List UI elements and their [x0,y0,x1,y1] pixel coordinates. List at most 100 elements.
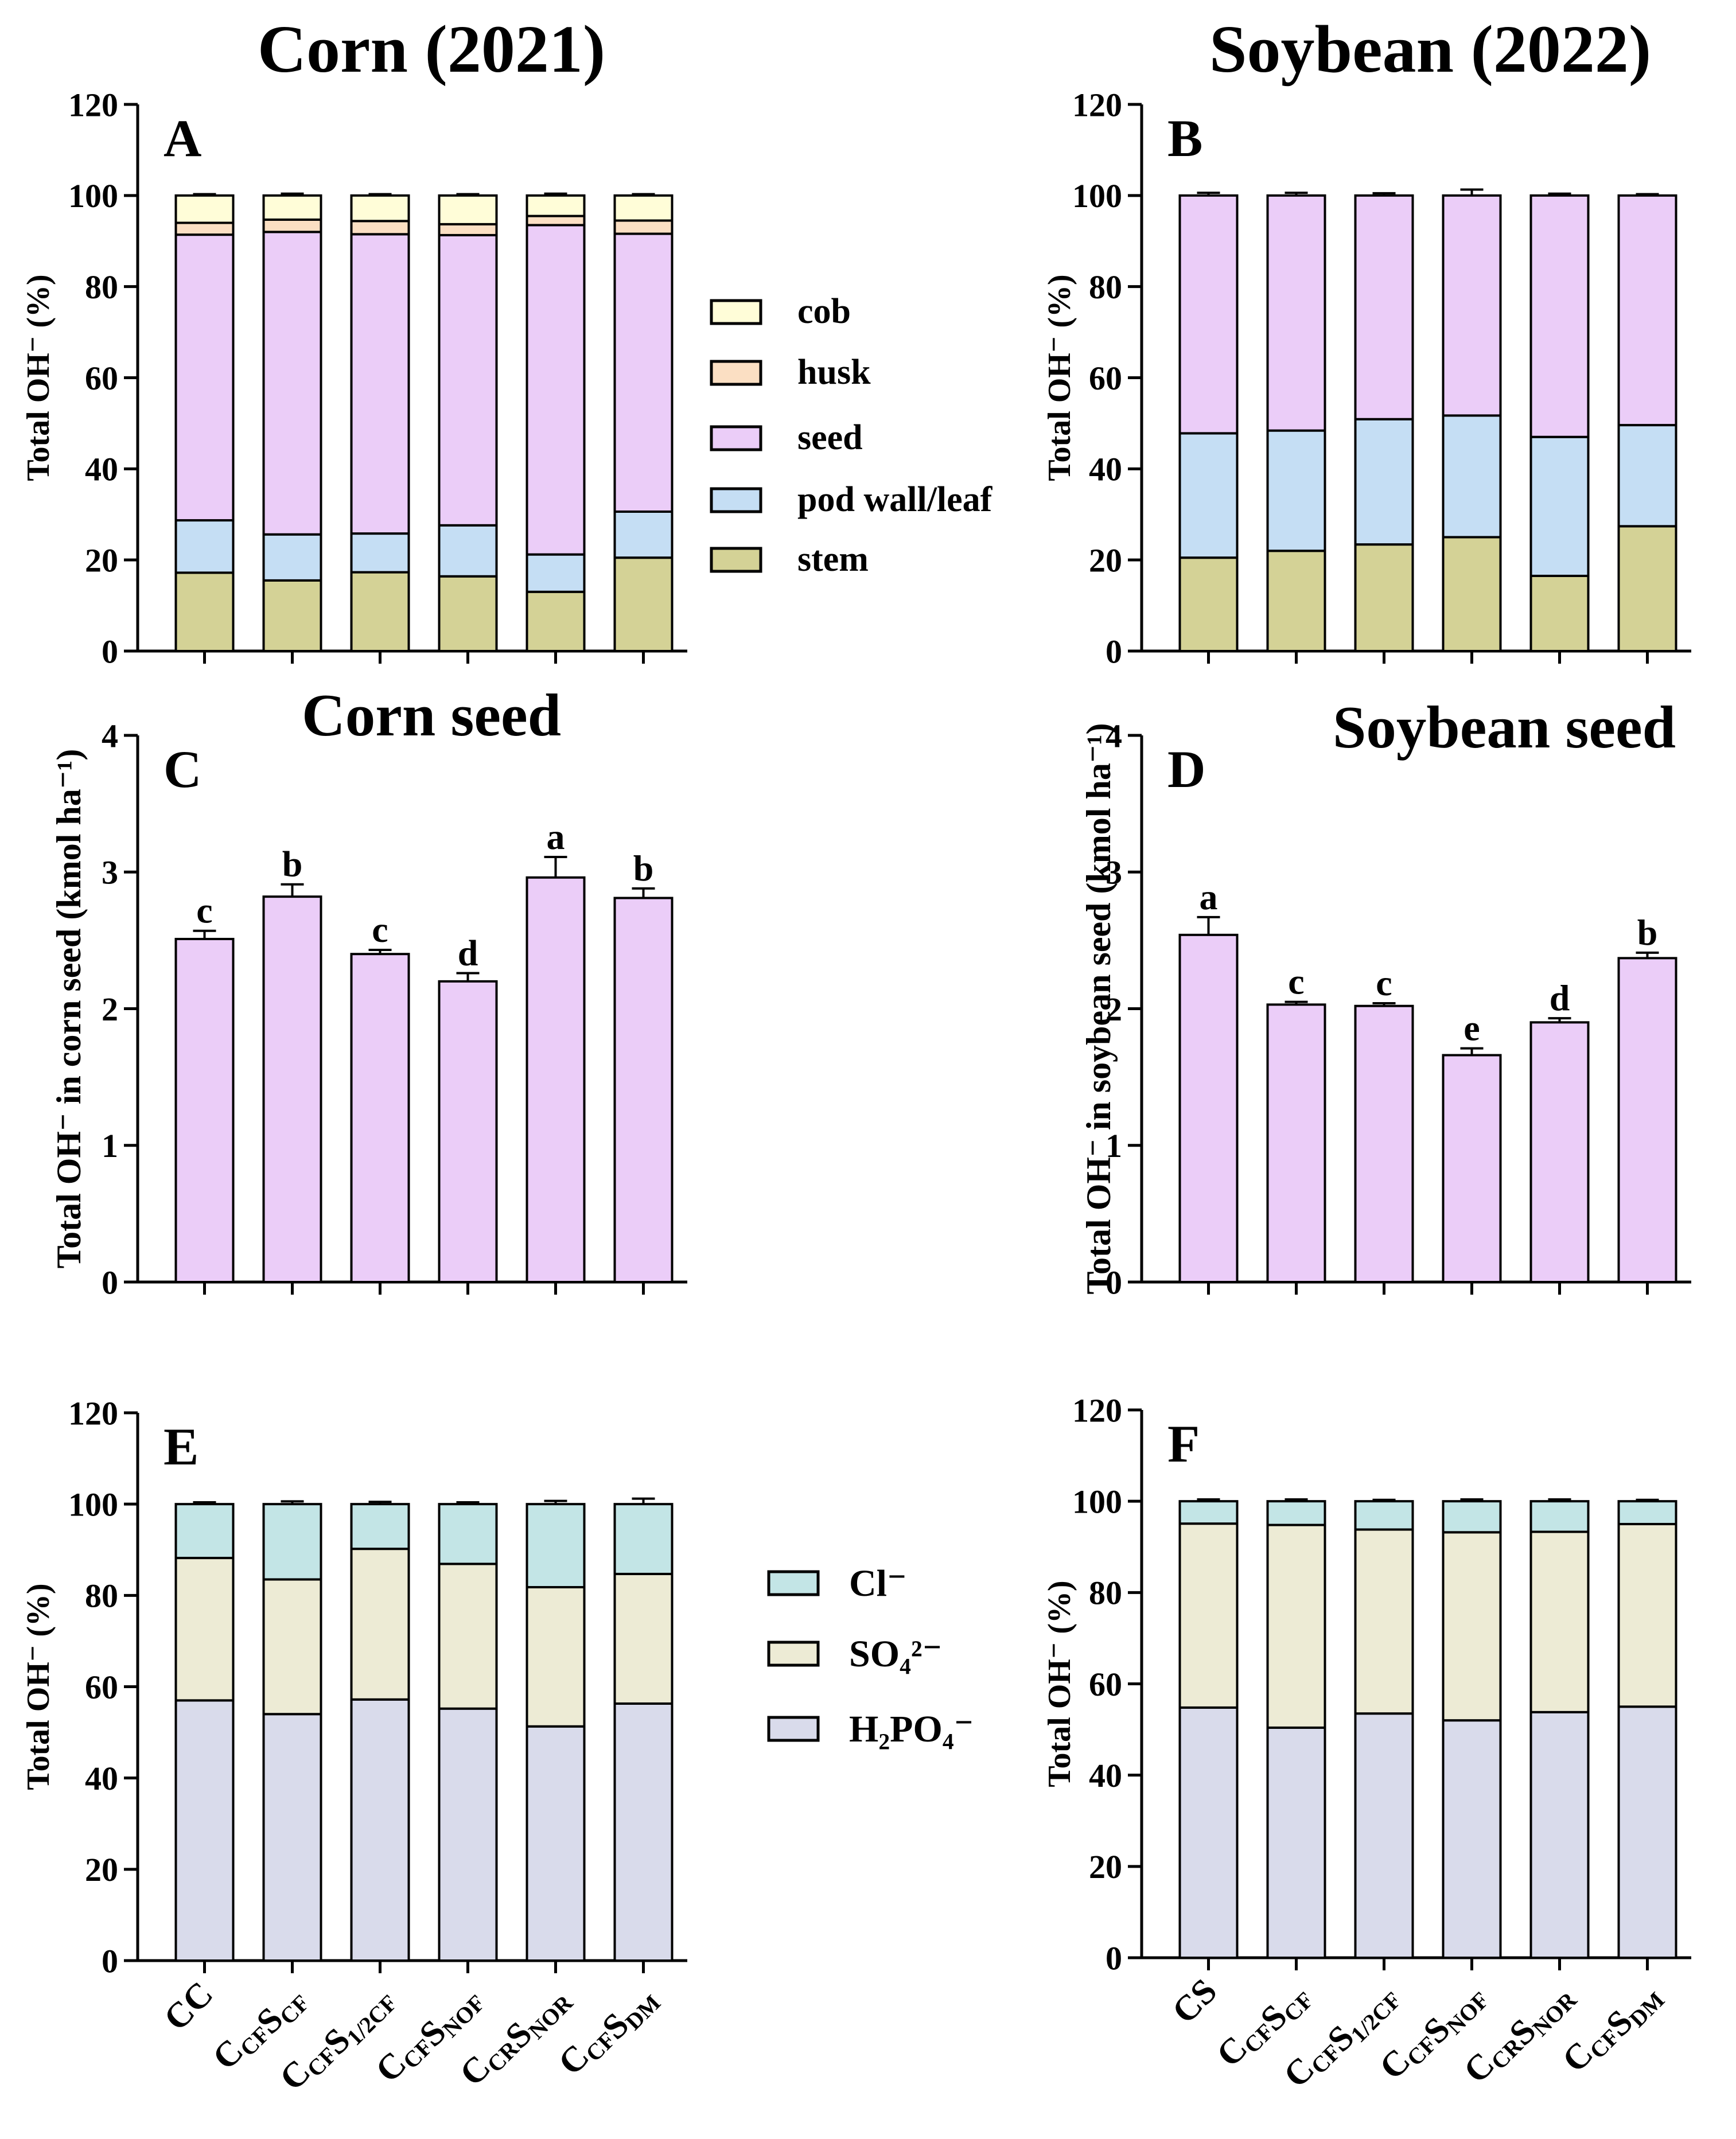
bar-segment-husk-c-cf-s-nof [438,223,498,236]
bar-segment-husk-c-cf-s-1-2cf [350,220,410,236]
bar-segment-stem-c-cf-s-dm [613,556,674,653]
bar-segment-h-po-c-cf-s-nof [1442,1719,1502,1959]
y-tick-label-2: 2 [1106,991,1122,1028]
bar-segment-pod-wall-leaf-c-cf-s-dm [1617,424,1677,528]
legend-swatch-husk [710,360,762,386]
bar-segment-pod-wall-leaf-c-cf-s-nof [438,524,498,578]
panel-letter-b: B [1167,109,1202,167]
y-tick-label-80: 80 [85,1577,118,1615]
bar-segment-h-po-c-cf-s-dm [613,1702,674,1962]
bar-segment-seed-cs [1178,194,1239,435]
significance-letter-c-cf-s-1-2cf: c [372,909,388,950]
panel-b-soybean-stacked-chart: 0 20 40 60 80 100 120 Total OH⁻ (%) B [1042,86,1691,670]
legend-label-cob: cob [797,292,851,331]
bar-segment-seed-c-cf-s-nof [1442,194,1502,417]
bar-segment-so-c-cf-s-dm [1617,1522,1677,1708]
bar-segment-seed-c-cf-s-dm [613,232,674,513]
significance-letter-cs: a [1200,876,1218,917]
y-tick-label-40: 40 [85,451,118,488]
y-tick-label-40: 40 [1089,1757,1122,1794]
bar-segment-cl-c-cf-s-cf [262,1503,322,1581]
y-tick-label-20: 20 [85,541,118,579]
bar-segment-husk-c-cr-s-nor [526,215,586,227]
bar-segment-pod-wall-leaf-c-cf-s-dm [613,510,674,559]
legend-swatch-chloride [767,1570,820,1596]
title-soybean-2022: Soybean (2022) [1209,11,1651,87]
bar-segment-pod-wall-leaf-c-cr-s-nor [526,553,586,593]
bar-segment-stem-c-cf-s-cf [262,579,322,653]
significance-letter-c-cf-s-dm: b [633,848,654,889]
y-tick-label-20: 20 [1089,1848,1122,1885]
title-corn-seed: Corn seed [302,681,561,749]
bar-segment-pod-wall-leaf-c-cf-s-1-2cf [350,532,410,574]
panel-a-corn-stacked-chart: 0 20 40 60 80 100 120 Total OH⁻ (%) A [21,86,687,670]
y-axis-label: Total OH⁻ (%) [1042,1580,1077,1787]
bar-c-cf-s-nof [1442,1054,1502,1283]
bar-segment-cl-c-cf-s-dm [1617,1500,1677,1525]
significance-letter-c-cf-s-nof: e [1463,1008,1480,1049]
y-tick-label-80: 80 [1089,268,1122,306]
bar-c-cr-s-nor [526,876,586,1283]
bar-segment-stem-c-cf-s-nof [438,575,498,652]
y-tick-label-0: 0 [102,633,118,670]
x-tick-label-c-cf-s-dm: CCFSDM [551,1974,665,2089]
bar-segment-cl-c-cr-s-nor [526,1503,586,1589]
significance-letter-c-cf-s-cf: b [282,844,303,885]
panel-c-corn-seed-chart: 0 1 2 3 4 Total OH⁻ in corn seed (kmol ha⁻¹) C… [50,717,687,1301]
y-tick-label-100: 100 [1072,1483,1122,1520]
bar-segment-cl-c-cf-s-dm [613,1503,674,1575]
y-tick-label-60: 60 [1089,1666,1122,1703]
bar-segment-so-c-cf-s-cf [262,1578,322,1716]
bar-c-cf-s-dm [613,897,674,1283]
bar-segment-seed-c-cf-s-dm [1617,194,1677,427]
panel-letter-e: E [164,1417,198,1476]
bar-segment-seed-c-cf-s-cf [1266,194,1326,432]
bar-segment-stem-c-cf-s-1-2cf [350,571,410,653]
bar-segment-seed-c-cf-s-1-2cf [1354,194,1414,420]
legend-swatch-cob [710,299,762,325]
bar-segment-pod-wall-leaf-cs [1178,432,1239,559]
y-axis-label: Total OH⁻ (%) [21,274,56,481]
bar-segment-husk-c-cf-s-cf [262,218,322,233]
bar-segment-husk-cc [174,221,235,236]
bar-segment-seed-c-cf-s-cf [262,231,322,536]
y-axis-label: Total OH⁻ (%) [1042,274,1077,481]
bar-segment-seed-c-cf-s-1-2cf [350,233,410,535]
bar-segment-cl-c-cf-s-cf [1266,1500,1326,1526]
y-axis-label: Total OH⁻ in corn seed (kmol ha⁻¹) [50,749,88,1269]
bar-segment-h-po-c-cf-s-dm [1617,1705,1677,1959]
bar-segment-cl-cc [174,1503,235,1560]
legend-label-stem: stem [797,540,869,579]
bar-segment-cob-c-cf-s-dm [613,194,674,222]
bar-segment-so-c-cf-s-1-2cf [350,1548,410,1701]
legend-label-seed: seed [797,418,863,457]
y-axis-label: Total OH⁻ (%) [21,1583,56,1790]
bar-segment-pod-wall-leaf-c-cr-s-nor [1529,435,1590,577]
y-tick-label-1: 1 [1106,1127,1122,1164]
bar-segment-stem-c-cr-s-nor [526,590,586,652]
legend-swatch-pod-wall-leaf [710,487,762,513]
bar-segment-stem-c-cf-s-dm [1617,525,1677,652]
bar-segment-cl-c-cf-s-1-2cf [1354,1500,1414,1531]
y-tick-label-1: 1 [102,1127,118,1164]
bar-segment-h-po-c-cr-s-nor [1529,1711,1590,1959]
bar-cs [1178,933,1239,1283]
significance-letter-c-cr-s-nor: d [1550,977,1570,1018]
y-tick-label-120: 120 [68,1394,118,1432]
y-tick-label-60: 60 [85,1669,118,1706]
bar-segment-so-c-cr-s-nor [526,1586,586,1728]
y-tick-label-120: 120 [68,86,118,123]
bar-segment-pod-wall-leaf-c-cf-s-nof [1442,414,1502,539]
legend-label-husk: husk [797,353,871,392]
bar-segment-cl-cs [1178,1500,1239,1525]
y-tick-label-100: 100 [68,177,118,215]
bar-segment-pod-wall-leaf-c-cf-s-1-2cf [1354,418,1414,546]
y-tick-label-3: 3 [1106,854,1122,891]
legend-organs: cob husk seed pod wall/leaf stem [710,292,993,579]
title-corn-2021: Corn (2021) [258,11,605,87]
significance-letter-c-cr-s-nor: a [547,816,565,857]
legend-anions: Cl⁻ SO₄²⁻ H₂PO₄⁻ [767,1563,974,1750]
